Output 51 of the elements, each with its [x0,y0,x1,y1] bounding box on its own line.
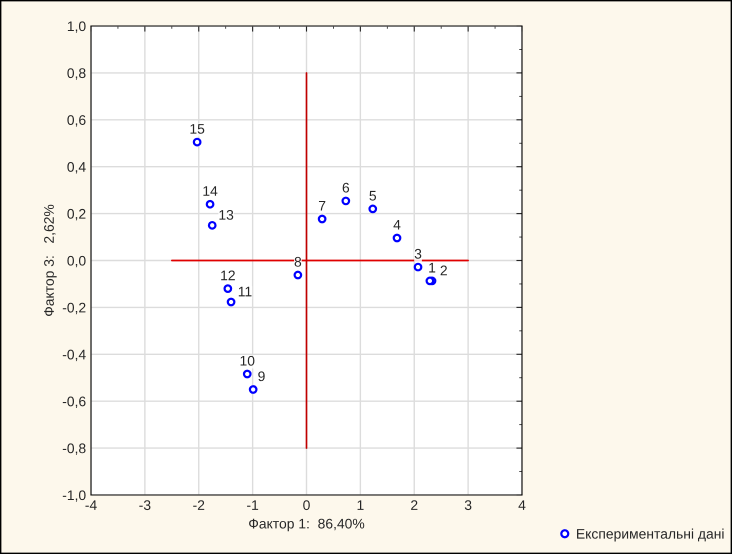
annotation: 4 [393,220,400,230]
annotation: 2 [440,266,447,276]
annotation: 7 [318,201,326,211]
point [368,204,378,214]
y-tick-label: -0,4 [62,350,86,362]
annotation: 12 [221,270,235,280]
point [341,196,350,206]
y-axis-title: Фактор 3: 2,62% [44,204,57,316]
x-tick-label: 4 [518,500,526,510]
y-tick-label: 1,0 [68,21,86,33]
point [242,370,252,378]
point [206,200,214,209]
x-tick-label: 0 [303,500,310,510]
x-tick-label: -1 [247,500,258,510]
y-tick-label: 0,4 [67,162,86,174]
y-tick-label: 0,2 [67,208,86,220]
y-tick-label: 0,0 [67,256,86,268]
point [294,270,302,280]
annotation: 10 [240,356,254,366]
x-axis-title: Фактор 1: 86,40% [249,518,364,532]
x-tick-label: 1 [358,500,364,510]
y-tick-label: 0,6 [67,115,86,127]
x-tick-label: 3 [464,500,472,510]
point [208,220,217,230]
y-tick-label: 0,8 [67,68,86,80]
y-tick-label: -0,2 [62,302,86,314]
point [226,298,236,306]
x-tick-label: 2 [411,500,418,510]
x-tick-label: -4 [85,500,97,510]
y-tick-label: -1,0 [62,490,86,502]
annotation: 15 [190,124,204,134]
annotation: 14 [203,186,218,196]
x-tick-label: -2 [193,500,204,510]
point [248,385,258,394]
annotation: 8 [294,256,302,267]
point [392,234,402,242]
annotation: 9 [258,371,265,382]
point [414,262,422,272]
point [223,284,232,294]
annotation: 5 [369,190,376,201]
legend-label: Експериментальні дані [577,528,724,542]
y-tick-label: -0,6 [62,396,86,408]
annotation: 11 [238,286,252,296]
annotation: 13 [219,210,234,220]
x-tick-label: -3 [139,500,150,510]
annotation: 6 [342,182,350,193]
y-tick-label: -0,8 [62,443,86,455]
annotation: 3 [414,248,422,259]
point [192,138,202,146]
annotation: 1 [429,262,436,272]
point [318,214,326,224]
